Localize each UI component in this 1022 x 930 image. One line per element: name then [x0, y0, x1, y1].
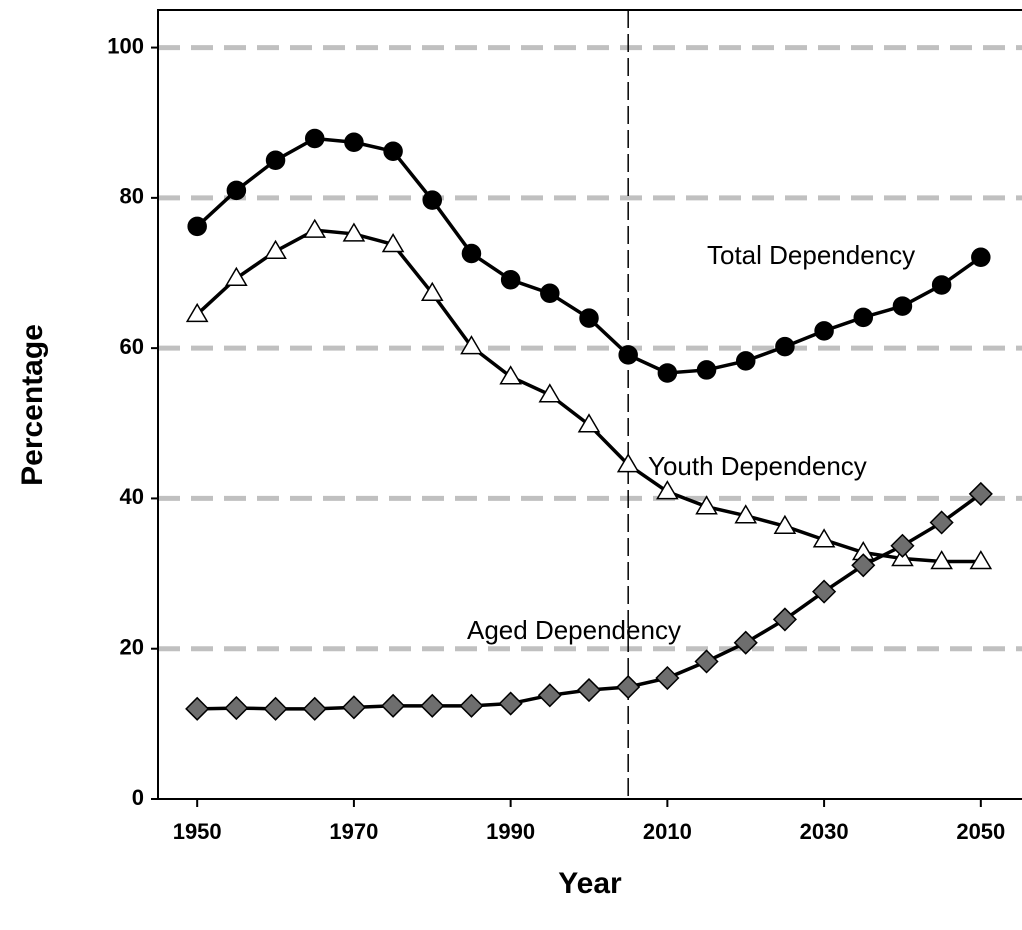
- point: [695, 495, 718, 515]
- y-tick-label: 100: [107, 33, 144, 58]
- point: [772, 607, 797, 632]
- point: [302, 696, 327, 721]
- point: [657, 363, 678, 383]
- point: [929, 510, 954, 535]
- series-label: Youth Dependency: [648, 451, 867, 481]
- y-tick-label: 20: [120, 635, 144, 660]
- point: [931, 275, 952, 295]
- point: [341, 695, 366, 720]
- x-tick-label: 1970: [329, 819, 378, 844]
- point: [616, 453, 640, 473]
- y-tick-label: 40: [120, 484, 144, 509]
- x-tick-label: 1950: [173, 819, 222, 844]
- point: [656, 480, 679, 500]
- series-label: Total Dependency: [707, 240, 915, 270]
- point: [655, 665, 680, 691]
- point: [735, 351, 756, 371]
- x-tick-label: 1990: [486, 819, 535, 844]
- point: [499, 365, 522, 385]
- point: [342, 222, 366, 242]
- point: [696, 360, 717, 380]
- y-axis-title: Percentage: [16, 324, 49, 486]
- point: [577, 413, 601, 433]
- point: [775, 336, 795, 357]
- point: [579, 308, 599, 328]
- x-tick-label: 2050: [956, 819, 1005, 844]
- point: [185, 302, 209, 323]
- series-line: [195, 228, 981, 564]
- axis-frame: [157, 9, 1022, 800]
- point: [263, 696, 288, 721]
- point: [851, 553, 876, 578]
- point: [538, 383, 562, 403]
- point: [500, 270, 521, 290]
- point: [694, 649, 719, 674]
- point: [422, 190, 443, 210]
- x-tick-label: 2010: [643, 819, 692, 844]
- x-tick-label: 2030: [800, 819, 849, 844]
- point: [576, 677, 602, 703]
- point: [383, 141, 403, 162]
- point: [814, 321, 834, 341]
- point: [303, 218, 327, 238]
- point: [734, 504, 758, 524]
- point: [461, 243, 482, 264]
- point: [540, 283, 560, 304]
- point: [733, 630, 758, 655]
- series-line: [197, 492, 982, 711]
- point: [381, 693, 406, 718]
- point: [225, 266, 248, 287]
- point: [420, 281, 444, 302]
- y-tick-label: 60: [120, 334, 144, 359]
- series-label: Aged Dependency: [467, 615, 681, 645]
- point: [812, 579, 837, 604]
- point: [892, 296, 913, 316]
- point: [381, 232, 405, 253]
- point: [890, 533, 915, 558]
- point: [616, 674, 641, 700]
- y-tick-label: 80: [120, 184, 144, 209]
- y-tick-label: 0: [132, 785, 144, 810]
- point: [498, 691, 523, 716]
- point: [812, 528, 836, 548]
- point: [226, 180, 247, 201]
- point: [930, 550, 953, 570]
- point: [853, 307, 874, 328]
- point: [187, 216, 207, 237]
- point: [420, 693, 445, 718]
- point: [968, 481, 993, 506]
- point: [773, 514, 797, 534]
- point: [969, 550, 993, 570]
- point: [265, 150, 286, 171]
- x-axis-title: Year: [558, 867, 622, 900]
- point: [971, 247, 991, 267]
- point: [618, 345, 638, 365]
- point: [304, 128, 325, 149]
- point: [344, 132, 364, 153]
- point: [537, 683, 562, 708]
- point: [460, 335, 483, 355]
- point: [185, 696, 210, 721]
- point: [224, 696, 249, 721]
- point: [264, 239, 287, 259]
- point: [459, 693, 484, 718]
